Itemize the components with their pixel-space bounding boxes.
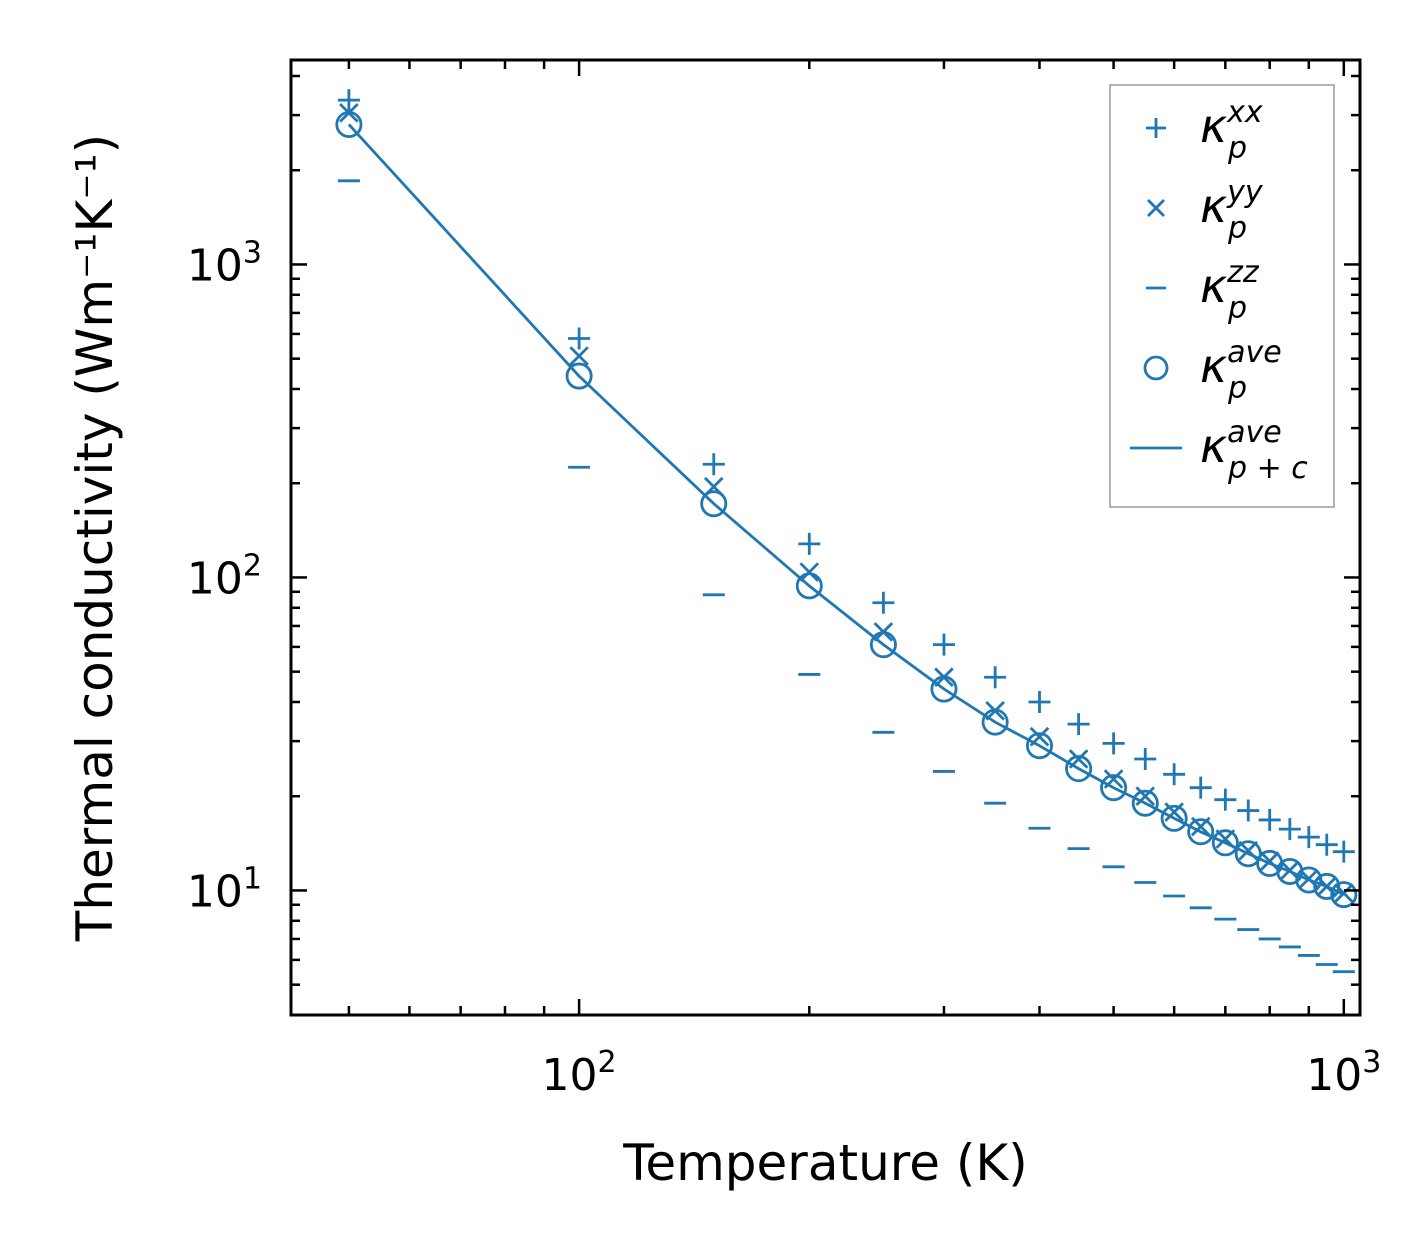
- point-yy: [1135, 786, 1156, 807]
- series-ave_pc: [347, 123, 1345, 896]
- legend-entry-yy: κyy p: [1147, 175, 1264, 246]
- point-xx: [872, 591, 895, 614]
- series-line-ave_pc: [347, 123, 1345, 896]
- legend-label-sub: p: [1227, 371, 1247, 406]
- point-ave: [1160, 804, 1188, 832]
- legend-label-sup: xx: [1226, 95, 1263, 130]
- point-ave: [1330, 881, 1358, 909]
- tick-label-base: 10: [187, 553, 243, 604]
- legend-label: κyy p: [1200, 175, 1264, 246]
- legend-label: κzz p: [1200, 255, 1260, 326]
- tick-label-exponent: 3: [243, 235, 262, 270]
- point-xx: [1214, 788, 1237, 811]
- point-xx: [1278, 818, 1301, 841]
- y-axis-label: Thermal conductivity (Wm⁻¹K⁻¹): [66, 134, 124, 942]
- tick-label-exponent: 2: [243, 548, 262, 583]
- x-tick-label: 103: [1306, 1045, 1381, 1101]
- point-xx: [984, 666, 1007, 689]
- point-xx: [932, 633, 955, 656]
- legend-marker-icon: [1147, 199, 1165, 217]
- legend-label-base: κ: [1200, 419, 1227, 473]
- plot-marks: [335, 89, 1358, 974]
- legend-marker-icon: [1146, 118, 1166, 138]
- point-ave: [1100, 774, 1128, 802]
- legend-box: [1109, 84, 1335, 508]
- x-axis-label: Temperature (K): [622, 1134, 1027, 1192]
- point-ave: [869, 631, 897, 659]
- point-ave: [795, 572, 823, 600]
- series-ave: [335, 110, 1358, 909]
- point-xx: [1163, 763, 1186, 786]
- legend-label: κxx p: [1200, 95, 1263, 166]
- point-yy: [799, 562, 820, 582]
- legend-label-sup: ave: [1227, 415, 1282, 450]
- point-xx: [1102, 732, 1125, 755]
- point-ave: [1313, 872, 1341, 900]
- series-xx: [337, 89, 1355, 863]
- point-xx: [1134, 748, 1157, 771]
- tick-label-exponent: 2: [598, 1045, 617, 1080]
- legend-label-sub: p: [1227, 131, 1247, 166]
- point-ave: [700, 490, 728, 518]
- legend-label: κave p + c: [1200, 415, 1308, 486]
- legend-label-sub: p: [1227, 211, 1247, 246]
- point-ave: [1187, 818, 1215, 846]
- legend-entry-ave: κave p: [1143, 335, 1282, 406]
- legend-label-base: κ: [1200, 179, 1227, 233]
- point-yy: [569, 346, 589, 366]
- point-xx: [702, 453, 725, 476]
- plot-frame: [289, 58, 1362, 1017]
- point-ave: [1025, 732, 1053, 760]
- point-xx: [1332, 840, 1355, 863]
- point-ave: [981, 708, 1009, 736]
- point-xx: [1258, 808, 1281, 831]
- tick-label-exponent: 1: [243, 861, 262, 896]
- point-xx: [1315, 833, 1338, 856]
- legend-label: κave p: [1200, 335, 1282, 406]
- legend-label-sub: p: [1227, 291, 1247, 326]
- tick-label-base: 10: [1306, 1050, 1362, 1101]
- point-ave: [335, 110, 363, 138]
- point-ave: [1065, 755, 1093, 783]
- point-xx: [1028, 691, 1051, 714]
- legend-label-sup: zz: [1226, 255, 1260, 290]
- legend-label-sup: ave: [1227, 335, 1282, 370]
- point-xx: [568, 327, 591, 350]
- legend-entry-ave_pc: κave p + c: [1130, 415, 1308, 486]
- point-xx: [1189, 776, 1212, 799]
- legend-label-base: κ: [1200, 339, 1227, 393]
- y-tick-label: 102: [187, 548, 262, 604]
- x-tick-label: 102: [542, 1045, 617, 1101]
- legend-entry-xx: κxx p: [1146, 95, 1263, 166]
- point-xx: [798, 532, 821, 555]
- point-ave: [1211, 829, 1239, 857]
- point-xx: [1067, 713, 1090, 736]
- y-tick-label: 101: [187, 861, 262, 917]
- legend-label-base: κ: [1200, 259, 1227, 313]
- legend-marker-icon: [1143, 355, 1169, 381]
- point-xx: [337, 89, 360, 112]
- tick-label-base: 10: [187, 866, 243, 917]
- point-xx: [1237, 799, 1260, 822]
- legend-label-base: κ: [1200, 99, 1227, 153]
- point-xx: [1297, 826, 1320, 849]
- legend-entry-zz: κzz p: [1146, 255, 1260, 326]
- point-ave: [1295, 866, 1323, 894]
- tick-label-base: 10: [187, 240, 243, 291]
- point-ave: [1131, 789, 1159, 817]
- axis-ticks: [291, 60, 1360, 1017]
- point-ave: [930, 675, 958, 703]
- y-tick-label: 103: [187, 235, 262, 291]
- series-zz: [337, 179, 1355, 974]
- legend-label-sub: p + c: [1227, 451, 1308, 486]
- legend-label-sup: yy: [1226, 175, 1264, 210]
- point-ave: [565, 362, 593, 390]
- tick-label-exponent: 3: [1362, 1045, 1381, 1080]
- tick-label-base: 10: [542, 1050, 598, 1101]
